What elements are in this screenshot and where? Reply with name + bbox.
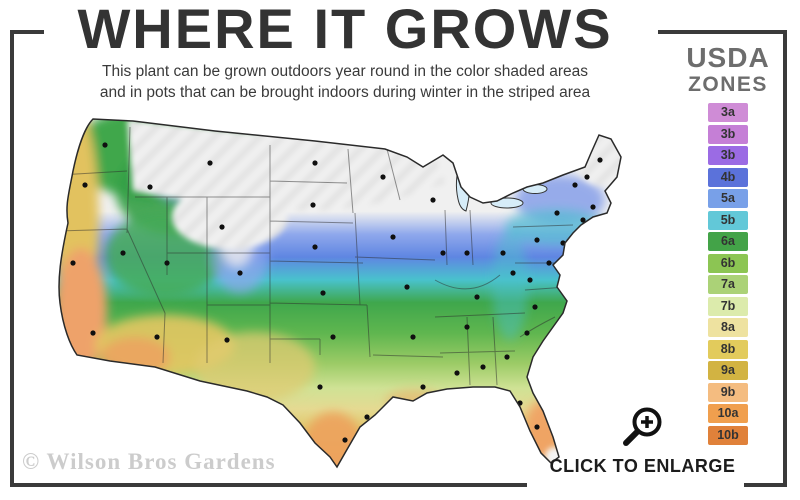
usda-zones-legend: USDA ZONES 3a 3b 3b 4b 5a 5b 6a 6b 7a 7b…: [684, 44, 772, 447]
zone-chip-5: 5a: [708, 189, 748, 208]
us-hardiness-zone-map[interactable]: [15, 105, 635, 485]
click-to-enlarge-label: CLICK TO ENLARGE: [549, 456, 736, 476]
frame-bottom-left-segment: [10, 483, 527, 487]
zone-chip-15: 10a: [708, 404, 748, 423]
zone-chip-7: 6a: [708, 232, 748, 251]
frame-top-left-segment: [10, 30, 44, 34]
map-fill-layers: [58, 119, 621, 467]
frame-left-edge: [10, 30, 14, 487]
subtitle: This plant can be grown outdoors year ro…: [32, 62, 658, 104]
zone-chip-6: 5b: [708, 210, 748, 230]
state-borders: [58, 126, 574, 386]
zone-chip-13: 9a: [708, 361, 748, 380]
subtitle-line-2: and in pots that can be brought indoors …: [99, 83, 591, 101]
zone-chip-1: 3a: [708, 103, 748, 122]
zone-chip-16: 10b: [708, 425, 748, 445]
zone-chip-14: 9b: [708, 382, 748, 402]
zone-chip-2: 3b: [708, 124, 748, 144]
zone-chip-9: 7a: [708, 275, 748, 294]
zone-chip-list: 3a 3b 3b 4b 5a 5b 6a 6b 7a 7b 8a 8b 9a 9…: [684, 103, 772, 445]
zone-chip-10: 7b: [708, 296, 748, 316]
watermark-copyright: © Wilson Bros Gardens: [22, 449, 276, 474]
frame-bottom-right-segment: [744, 483, 787, 487]
click-to-enlarge-button[interactable]: CLICK TO ENLARGE: [545, 404, 740, 477]
header: WHERE IT GROWS This plant can be grown o…: [32, 0, 658, 104]
legend-title-usda: USDA: [686, 42, 770, 73]
zone-chip-12: 8b: [708, 339, 748, 359]
subtitle-line-1: This plant can be grown outdoors year ro…: [102, 62, 588, 80]
legend-title-zones: ZONES: [688, 73, 768, 96]
zone-chip-4: 4b: [708, 167, 748, 187]
frame-top-right-segment: [658, 30, 787, 34]
page-title: WHERE IT GROWS: [77, 0, 613, 60]
frame-right-edge: [783, 30, 787, 487]
zoom-in-magnifier-icon: [622, 407, 661, 446]
zone-chip-3: 3b: [708, 146, 748, 165]
zone-chip-8: 6b: [708, 253, 748, 273]
zone-chip-11: 8a: [708, 318, 748, 337]
